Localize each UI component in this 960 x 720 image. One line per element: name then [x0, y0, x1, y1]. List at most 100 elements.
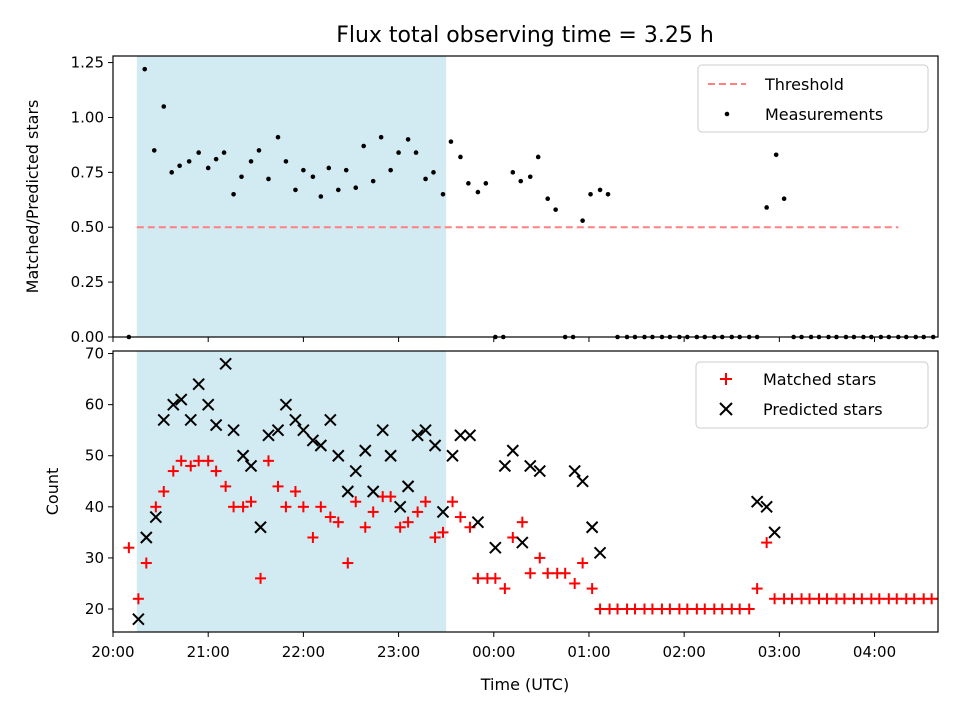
x-axis-label: Time (UTC)	[480, 675, 569, 694]
legend-measurements-label: Measurements	[765, 105, 883, 124]
matched-star-point	[524, 567, 536, 579]
predicted-star-point	[376, 423, 389, 437]
measurement-point	[239, 174, 244, 180]
y-tick-label: 60	[85, 396, 104, 414]
matched-star-point	[289, 486, 301, 497]
y-tick-label: 0.50	[71, 218, 104, 236]
matched-star-point	[646, 603, 658, 615]
x-tick-label: 22:00	[282, 643, 325, 661]
matched-star-point	[489, 572, 501, 584]
x-tick-label: 02:00	[663, 643, 706, 661]
matched-star-point	[202, 455, 214, 467]
y-tick-label: 30	[85, 549, 104, 567]
predicted-star-point	[157, 413, 170, 427]
matched-star-point	[420, 496, 432, 508]
predicted-star-point	[219, 357, 232, 370]
predicted-star-point	[533, 464, 546, 478]
matched-star-point	[499, 583, 511, 595]
measurement-point	[213, 156, 219, 162]
matched-star-point	[394, 521, 406, 533]
measurement-point	[580, 218, 585, 223]
predicted-star-point	[236, 449, 250, 462]
x-tick-label: 20:00	[91, 643, 134, 661]
matched-star-point	[926, 593, 938, 605]
matched-star-point	[542, 567, 554, 579]
matched-star-point	[612, 603, 624, 615]
measurement-point	[353, 185, 359, 191]
matched-star-point	[175, 455, 187, 467]
matched-star-point	[734, 603, 746, 615]
predicted-star-point	[760, 500, 773, 514]
measurement-point	[205, 165, 211, 171]
measurement-point	[370, 178, 376, 184]
predicted-star-point	[201, 398, 215, 411]
measurement-point	[781, 196, 787, 201]
measurement-point	[343, 167, 349, 173]
measurement-point	[361, 143, 366, 149]
predicted-star-point	[192, 378, 205, 391]
measurement-point	[231, 192, 236, 197]
matched-star-point	[185, 460, 197, 472]
matched-star-point	[342, 557, 354, 569]
legend-measurements-swatch	[724, 111, 730, 117]
matched-star-point	[751, 583, 763, 595]
measurement-point	[177, 163, 182, 169]
observing-span	[136, 56, 447, 337]
measurement-point	[448, 139, 454, 144]
matched-star-point	[412, 506, 424, 518]
predicted-star-point	[419, 423, 432, 437]
measurement-point	[466, 181, 471, 186]
predicted-star-point	[271, 423, 285, 437]
matched-star-point	[803, 593, 815, 605]
y-tick-label: 50	[85, 447, 104, 465]
ratio-panel-ylabel: Matched/Predicted stars	[23, 100, 42, 294]
matched-star-point	[699, 603, 711, 615]
predicted-star-point	[411, 429, 424, 442]
matched-star-point	[228, 501, 240, 513]
predicted-star-point	[209, 418, 223, 432]
predicted-star-point	[489, 541, 502, 554]
matched-star-point	[332, 516, 344, 528]
measurement-point	[545, 196, 551, 201]
predicted-star-point	[359, 444, 372, 457]
matched-star-point	[210, 465, 222, 477]
ratio-panel-frame	[112, 55, 939, 338]
predicted-star-point	[262, 429, 275, 442]
measurement-point	[388, 167, 393, 173]
matched-star-point	[786, 593, 798, 605]
matched-star-point	[150, 501, 162, 513]
matched-star-point	[873, 593, 885, 605]
predicted-star-point	[454, 429, 467, 442]
predicted-star-point	[436, 505, 450, 519]
count-panel-ylabel: Count	[43, 468, 62, 516]
predicted-star-point	[167, 398, 180, 411]
predicted-star-point	[132, 613, 145, 626]
x-tick-label: 23:00	[377, 643, 420, 661]
measurement-point	[293, 187, 298, 193]
matched-star-point	[350, 496, 362, 508]
ratio-panel-legend: Threshold Measurements	[697, 64, 929, 133]
matched-star-point	[359, 521, 371, 533]
matched-star-point	[262, 455, 274, 467]
matched-star-point	[307, 531, 319, 543]
predicted-star-point	[244, 459, 258, 473]
measurement-point	[440, 192, 446, 197]
predicted-star-point	[332, 449, 345, 462]
chart-title: Flux total observing time = 3.25 h	[336, 23, 714, 48]
measurement-point	[256, 148, 262, 153]
matched-star-point	[167, 465, 179, 477]
matched-star-point	[454, 511, 466, 523]
matched-star-point	[681, 603, 693, 615]
predicted-star-point	[463, 429, 477, 442]
matched-star-point	[158, 486, 170, 497]
measurement-point	[605, 192, 611, 197]
predicted-star-point	[585, 521, 599, 534]
predicted-star-point	[254, 521, 267, 534]
matched-star-point	[743, 603, 755, 615]
measurement-point	[518, 178, 524, 184]
measurement-point	[301, 167, 306, 173]
measurement-point	[527, 174, 533, 180]
matched-star-point	[586, 583, 598, 595]
matched-star-point	[255, 572, 267, 584]
y-tick-label: 1.25	[71, 54, 104, 72]
